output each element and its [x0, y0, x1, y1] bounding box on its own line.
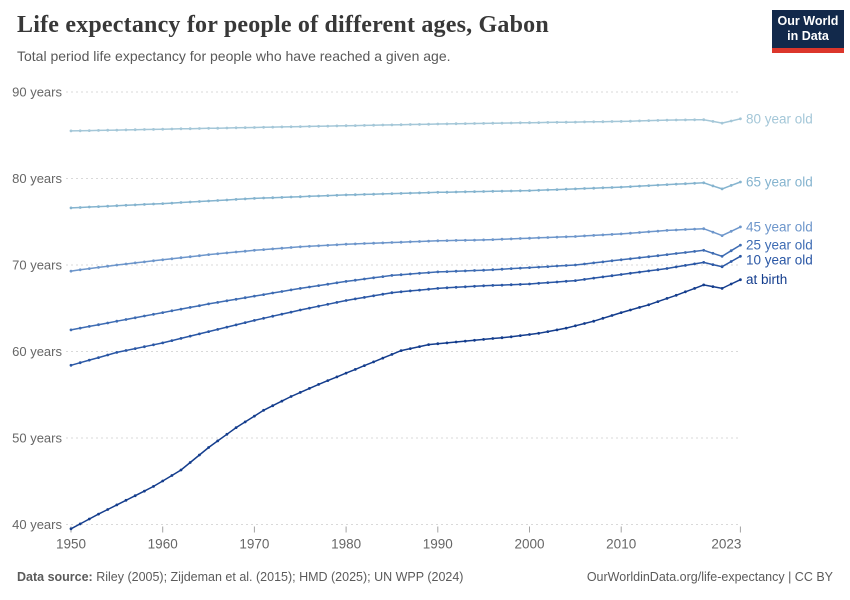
x-tick-label-2010: 2010 [606, 537, 636, 552]
series-label-at-birth: at birth [746, 272, 787, 287]
x-tick-label-1990: 1990 [423, 537, 453, 552]
series-label-80-year-old: 80 year old [746, 111, 813, 126]
series-line-80-year-old [70, 118, 741, 132]
x-tick-label-1980: 1980 [331, 537, 361, 552]
y-tick-label-80: 80 years [12, 171, 62, 186]
chart-footer: Data source: Riley (2005); Zijdeman et a… [17, 570, 833, 584]
series-line-10-year-old [70, 255, 741, 367]
owid-logo-line2: in Data [787, 29, 829, 43]
data-source-label: Data source: [17, 570, 93, 584]
x-tick-label-2000: 2000 [514, 537, 544, 552]
series-line-at-birth [70, 279, 741, 530]
y-tick-label-70: 70 years [12, 258, 62, 273]
y-tick-label-60: 60 years [12, 344, 62, 359]
owid-logo: Our World in Data [772, 10, 844, 53]
series-25-year-old [69, 243, 742, 332]
series-label-25-year-old: 25 year old [746, 238, 813, 253]
series-at-birth [69, 278, 742, 531]
series-label-45-year-old: 45 year old [746, 219, 813, 234]
series-label-10-year-old: 10 year old [746, 253, 813, 268]
series-45-year-old [69, 225, 742, 273]
data-source-text: Riley (2005); Zijdeman et al. (2015); HM… [92, 570, 464, 584]
x-tick-label-1950: 1950 [56, 537, 86, 552]
series-65-year-old [69, 180, 742, 210]
data-source-note: Data source: Riley (2005); Zijdeman et a… [17, 570, 463, 584]
owid-url-link[interactable]: OurWorldinData.org/life-expectancy | CC … [586, 570, 833, 584]
x-tick-label-2023: 2023 [711, 537, 741, 552]
chart-header: Life expectancy for people of different … [17, 12, 757, 64]
chart-subtitle: Total period life expectancy for people … [17, 48, 451, 64]
series-80-year-old [69, 117, 742, 133]
series-line-25-year-old [70, 244, 741, 331]
series-line-45-year-old [70, 226, 741, 272]
y-tick-label-40: 40 years [12, 517, 62, 532]
series-line-65-year-old [70, 181, 741, 209]
page-title: Life expectancy for people of different … [17, 12, 549, 38]
series-label-65-year-old: 65 year old [746, 174, 813, 189]
y-tick-label-90: 90 years [12, 85, 62, 100]
x-tick-label-1960: 1960 [148, 537, 178, 552]
owid-logo-line1: Our World [777, 14, 839, 28]
y-tick-label-50: 50 years [12, 431, 62, 446]
x-tick-label-1970: 1970 [239, 537, 269, 552]
series-10-year-old [69, 254, 742, 367]
